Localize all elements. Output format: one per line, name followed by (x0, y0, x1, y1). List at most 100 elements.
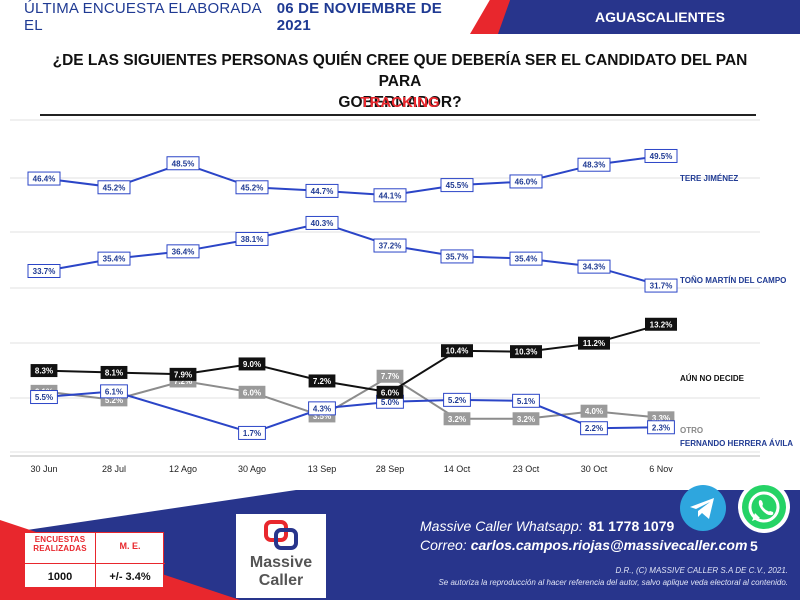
series-tere-jimenez-data-label: 48.5% (172, 159, 195, 168)
copyright-line1: D.R., (C) MASSIVE CALLER S.A DE C.V., 20… (615, 566, 789, 575)
series-tere-jimenez-line (43, 155, 662, 197)
series-tono-martin-data-label: 35.7% (446, 252, 469, 261)
series-tono-martin-label-box (373, 238, 407, 253)
series-tono-martin-label-box (235, 231, 269, 246)
series-fernando-herrera-data-label: 6.1% (105, 387, 123, 396)
series-fernando-herrera-label-box (512, 393, 540, 408)
series-tere-jimenez-label-box (97, 180, 131, 195)
series-tono-martin-label-box (27, 264, 61, 278)
series-tere-jimenez-data-label: 48.3% (583, 161, 606, 170)
series-fernando-herrera-label-box (443, 392, 471, 407)
series-fernando-herrera-data-label: 5.2% (448, 396, 466, 405)
series-tono-martin-label-box (644, 278, 678, 293)
brand-name-2: Caller (258, 572, 304, 589)
series-fernando-herrera-label-box (238, 425, 266, 440)
whatsapp-number[interactable]: 81 1778 1079 (588, 518, 675, 534)
x-tick-label: 13 Sep (308, 464, 337, 474)
series-fernando-herrera-label-box (30, 390, 58, 405)
series-otro-label-box (238, 385, 266, 399)
email-link[interactable]: carlos.campos.riojas@massivecaller.com (470, 537, 748, 553)
series-aun-no-decide-label-box (645, 317, 677, 331)
x-tick-label: 14 Oct (444, 464, 471, 474)
x-tick-label: 30 Oct (581, 464, 608, 474)
series-tere-jimenez-data-label: 44.1% (379, 191, 402, 200)
series-fernando-herrera-data-label: 5.1% (517, 397, 535, 406)
series-tono-martin-data-label: 38.1% (241, 235, 264, 244)
telegram-glyph-icon (690, 498, 714, 519)
series-fernando-herrera-label-box (308, 401, 336, 416)
series-tere-jimenez-data-label: 44.7% (311, 187, 334, 196)
x-tick-label: 30 Jun (30, 464, 57, 474)
series-otro-data-label: 7.2% (174, 377, 192, 386)
brand-name-1: Massive (249, 554, 313, 571)
series-otro-data-label: 4.0% (585, 407, 603, 416)
series-fernando-herrera-data-label: 5.5% (35, 393, 53, 402)
x-tick-label: 30 Ago (238, 464, 266, 474)
whatsapp-icon[interactable] (738, 481, 790, 533)
series-aun-no-decide-data-label: 13.2% (650, 320, 673, 329)
series-tono-martin-data-label: 35.4% (103, 255, 126, 264)
series-aun-no-decide-label-box (441, 344, 473, 358)
series-otro-data-label: 5.2% (105, 396, 123, 405)
telegram-icon[interactable] (680, 485, 726, 531)
table-value-margin: +/- 3.4% (109, 571, 151, 583)
survey-date: 06 DE NOVIEMBRE DE 2021 (276, 0, 442, 34)
brand-mark-icon (264, 520, 298, 550)
series-tono-martin-data-label: 33.7% (33, 267, 56, 276)
chart-title: ¿DE LAS SIGUIENTES PERSONAS QUIÉN CREE Q… (40, 50, 760, 113)
series-tere-jimenez-label-box (235, 180, 269, 195)
copyright-line2: Se autoriza la reproducción al hacer ref… (438, 578, 788, 587)
series-tere-jimenez-label-box (644, 148, 678, 163)
series-tere-jimenez-label-box (27, 171, 61, 186)
x-tick-label: 23 Oct (513, 464, 540, 474)
x-tick-label: 28 Jul (102, 464, 126, 474)
series-tere-jimenez-label-box (166, 156, 200, 171)
series-aun-no-decide-label-box (169, 367, 197, 381)
sample-table: ENCUESTAS REALIZADAS M. E. 1000 +/- 3.4% (24, 532, 165, 589)
whatsapp-glyph-icon (742, 485, 786, 529)
table-divider-v (95, 533, 96, 589)
series-tono-martin-data-label: 35.4% (515, 255, 538, 264)
series-aun-no-decide-data-label: 6.0% (381, 388, 399, 397)
series-tono-martin-data-label: 37.2% (379, 242, 402, 251)
series-tere-jimenez-label-box (577, 157, 611, 172)
series-tono-martin-label-box (440, 249, 474, 264)
series-aun-no-decide-data-label: 9.0% (243, 360, 261, 369)
series-otro-label-box (376, 369, 404, 383)
series-aun-no-decide-label-box (578, 336, 610, 350)
series-aun-no-decide-data-label: 8.1% (105, 368, 123, 377)
chart-subtitle: TRACKING (360, 94, 440, 111)
series-aun-no-decide-data-label: 7.2% (313, 377, 331, 386)
series-aun-no-decide-label-box (308, 374, 336, 388)
series-tere-jimenez-data-label: 46.0% (515, 177, 538, 186)
series-tono-martin-label-box (577, 259, 611, 274)
email-label: Correo: (420, 537, 467, 553)
series-fernando-herrera-data-label: 2.3% (652, 423, 670, 432)
series-fernando-herrera-data-label: 1.7% (243, 429, 261, 438)
chart-title-line2: GOBERNADOR? (338, 94, 462, 111)
legend-label: OTRO (680, 426, 703, 435)
email-contact: Correo: carlos.campos.riojas@massivecalle… (420, 537, 747, 553)
series-aun-no-decide-label-box (30, 364, 58, 378)
series-tere-jimenez-label-box (440, 178, 474, 193)
whatsapp-contact: Massive Caller Whatsapp: 81 1778 1079 (420, 518, 674, 534)
series-aun-no-decide-label-box (510, 345, 542, 359)
x-tick-label: 6 Nov (649, 464, 673, 474)
series-aun-no-decide-label-box (100, 365, 128, 379)
series-aun-no-decide-data-label: 8.3% (35, 367, 53, 376)
series-otro-data-label: 3.5% (313, 412, 331, 421)
table-header-margin: M. E. (119, 541, 141, 551)
series-aun-no-decide-data-label: 10.4% (446, 347, 469, 356)
series-otro-label-box (580, 404, 608, 418)
series-tono-martin-data-label: 34.3% (583, 263, 606, 272)
series-tere-jimenez-data-label: 49.5% (650, 152, 673, 161)
whatsapp-label: Massive Caller Whatsapp: (420, 518, 583, 534)
region-label: AGUASCALIENTES (595, 9, 725, 25)
series-aun-no-decide-label-box (376, 385, 404, 399)
series-otro-label-box (443, 412, 471, 426)
x-tick-label: 12 Ago (169, 464, 197, 474)
table-value-surveys: 1000 (47, 571, 73, 583)
series-aun-no-decide-label-box (238, 357, 266, 371)
table-header-surveys: ENCUESTAS REALIZADAS (33, 535, 87, 553)
